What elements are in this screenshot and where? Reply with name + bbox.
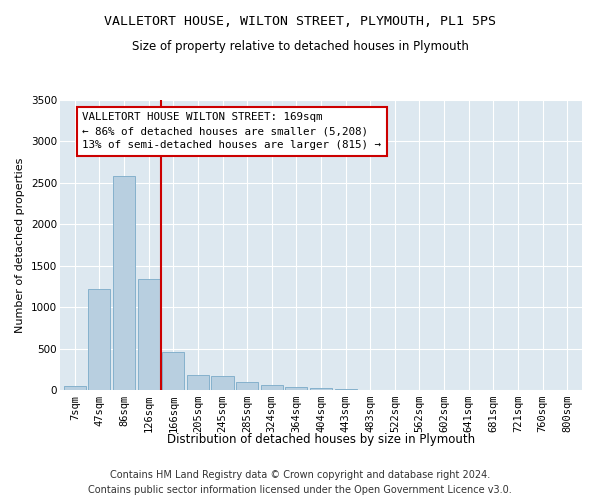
Bar <box>187 374 209 390</box>
Text: VALLETORT HOUSE, WILTON STREET, PLYMOUTH, PL1 5PS: VALLETORT HOUSE, WILTON STREET, PLYMOUTH… <box>104 15 496 28</box>
Bar <box>260 386 283 390</box>
Text: Distribution of detached houses by size in Plymouth: Distribution of detached houses by size … <box>167 432 475 446</box>
Bar <box>310 388 332 390</box>
Bar <box>335 389 357 390</box>
Text: VALLETORT HOUSE WILTON STREET: 169sqm
← 86% of detached houses are smaller (5,20: VALLETORT HOUSE WILTON STREET: 169sqm ← … <box>82 112 381 150</box>
Text: Contains HM Land Registry data © Crown copyright and database right 2024.: Contains HM Land Registry data © Crown c… <box>110 470 490 480</box>
Text: Contains public sector information licensed under the Open Government Licence v3: Contains public sector information licen… <box>88 485 512 495</box>
Y-axis label: Number of detached properties: Number of detached properties <box>16 158 25 332</box>
Bar <box>162 352 184 390</box>
Bar <box>88 289 110 390</box>
Bar <box>211 376 233 390</box>
Bar <box>137 279 160 390</box>
Bar <box>285 387 307 390</box>
Text: Size of property relative to detached houses in Plymouth: Size of property relative to detached ho… <box>131 40 469 53</box>
Bar <box>113 176 135 390</box>
Bar <box>64 386 86 390</box>
Bar <box>236 382 258 390</box>
